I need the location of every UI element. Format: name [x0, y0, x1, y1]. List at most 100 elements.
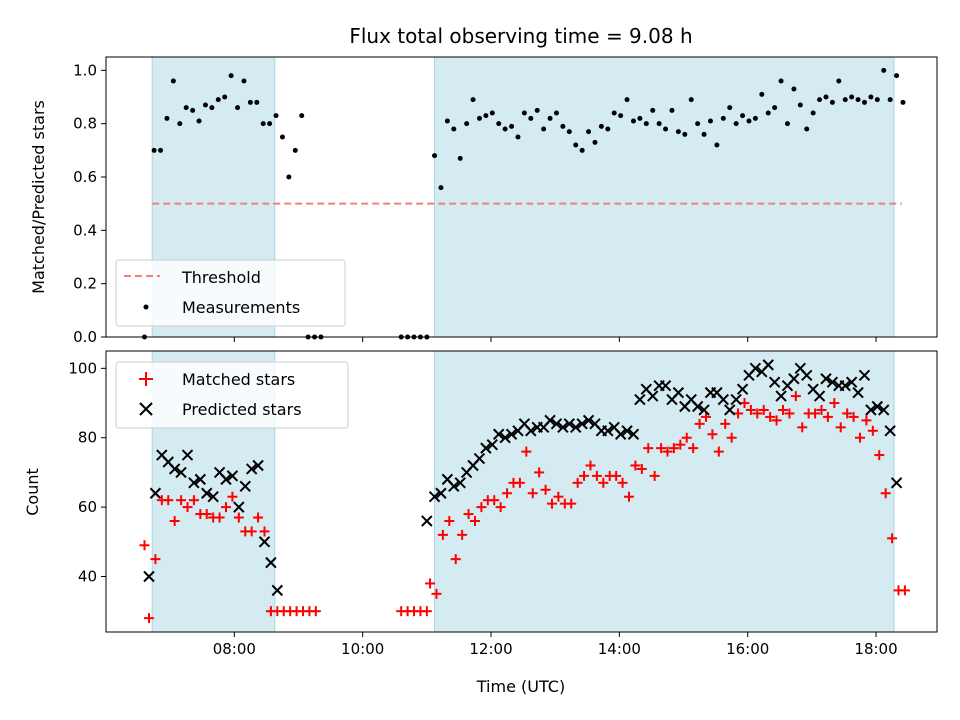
matched-point: [835, 422, 846, 433]
y-tick-label: 0.6: [73, 168, 97, 186]
predicted-point: [602, 425, 614, 437]
measurement-point: [164, 115, 170, 121]
measurement-point: [158, 147, 164, 153]
measurement-point: [489, 110, 495, 116]
matched-point: [649, 470, 660, 481]
predicted-point: [557, 421, 569, 434]
top-panel-y-label: Matched/Predicted stars: [29, 100, 48, 294]
predicted-point: [201, 487, 213, 499]
predicted-point: [505, 428, 518, 440]
measurement-point: [260, 121, 266, 127]
measurement-point: [528, 115, 534, 121]
predicted-point: [775, 390, 787, 402]
predicted-point: [871, 400, 884, 413]
predicted-point: [220, 473, 232, 486]
measurement-point: [849, 94, 855, 100]
measurement-point: [451, 126, 457, 132]
measurement-point: [881, 67, 887, 73]
predicted-point: [788, 373, 800, 385]
measurement-point: [222, 94, 228, 100]
matched-point: [829, 398, 840, 409]
measurement-point: [637, 115, 643, 121]
measurement-point: [688, 97, 694, 103]
measurement-point: [727, 105, 733, 111]
predicted-point: [762, 359, 774, 371]
predicted-point: [435, 487, 447, 499]
x-tick-label: 10:00: [341, 640, 384, 658]
measurement-point: [541, 126, 547, 132]
measurement-point: [791, 86, 797, 92]
matched-point: [527, 488, 538, 499]
predicted-point: [768, 376, 781, 388]
predicted-point: [820, 373, 832, 385]
measurement-point: [817, 97, 823, 103]
matched-point: [444, 515, 455, 526]
measurement-point: [887, 97, 893, 103]
matched-point: [514, 477, 525, 488]
matched-legend-label: Matched stars: [182, 370, 295, 389]
y-tick-label: 0.2: [73, 275, 97, 293]
predicted-point: [801, 369, 813, 381]
matched-point: [726, 432, 737, 443]
matched-point: [425, 578, 436, 589]
predicted-point: [175, 466, 187, 479]
measurement-point: [476, 115, 482, 121]
measurement-point: [254, 99, 260, 105]
matched-point: [656, 443, 667, 454]
measurement-point: [247, 99, 253, 105]
measurement-point: [707, 118, 713, 124]
matched-point: [457, 529, 468, 540]
measurement-point: [740, 113, 746, 119]
predicted-point: [207, 490, 219, 503]
matched-point: [502, 488, 513, 499]
y-tick-label: 0.8: [73, 115, 97, 133]
measurement-point: [547, 115, 553, 121]
measurement-point: [714, 142, 720, 148]
measurement-point: [842, 97, 848, 103]
measurement-point: [457, 155, 463, 161]
matched-point: [822, 411, 833, 422]
predicted-point: [826, 376, 839, 388]
predicted-point: [865, 404, 877, 416]
measurement-point: [746, 118, 752, 124]
top-panel: 0.0 0.2 0.4 0.6 0.8 1.0 Matched/Predicted sta…: [29, 56, 938, 346]
measurement-point: [151, 147, 157, 153]
predicted-point: [143, 570, 155, 583]
matched-point: [733, 408, 744, 419]
predicted-point: [724, 404, 736, 416]
measurement-point: [177, 121, 183, 127]
measurement-point: [611, 110, 617, 116]
matched-point: [437, 529, 448, 540]
predicted-point: [884, 425, 896, 437]
predicted-point: [736, 383, 749, 395]
measurement-point: [470, 97, 476, 103]
predicted-point: [544, 414, 556, 427]
matched-point: [713, 446, 724, 457]
predicted-point: [428, 490, 441, 503]
predicted-point: [245, 463, 258, 475]
measurement-point: [267, 121, 273, 127]
measurement-point: [778, 78, 784, 84]
measurement-point: [624, 97, 630, 103]
predicted-point: [672, 386, 685, 399]
top-legend-frame: [115, 259, 346, 327]
predicted-point: [852, 386, 864, 399]
matched-point: [553, 491, 564, 502]
measurement-point: [534, 107, 540, 113]
predicted-point: [258, 536, 271, 548]
predicted-point: [181, 449, 194, 461]
measurement-point: [299, 113, 305, 119]
matched-point: [220, 502, 231, 513]
matched-point: [591, 470, 602, 481]
predicted-point: [499, 432, 511, 444]
x-tick-label: 16:00: [726, 640, 769, 658]
predicted-legend-swatch: [139, 402, 153, 416]
predicted-point: [480, 442, 492, 454]
matched-point: [579, 470, 590, 481]
x-axis-label: Time (UTC): [476, 677, 565, 696]
predicted-point: [691, 400, 704, 413]
predicted-point: [226, 470, 239, 482]
measurement-point: [855, 97, 861, 103]
predicted-point: [563, 418, 576, 430]
matched-point: [668, 443, 679, 454]
